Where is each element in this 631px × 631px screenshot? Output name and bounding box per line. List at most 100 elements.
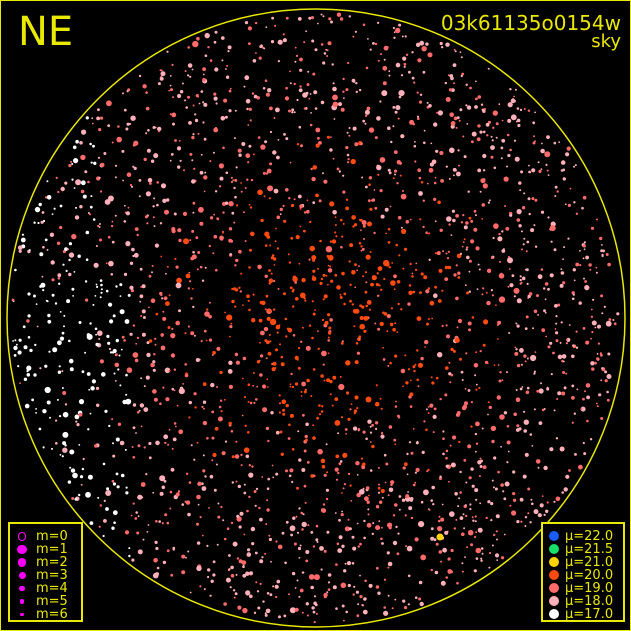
star-point xyxy=(501,119,504,122)
star-point xyxy=(410,451,414,455)
star-point xyxy=(396,552,400,556)
star-point xyxy=(412,483,416,487)
star-point xyxy=(523,192,526,195)
star-point xyxy=(606,374,612,379)
star-point xyxy=(289,385,292,388)
star-point xyxy=(379,397,382,400)
star-point xyxy=(387,522,393,528)
star-point xyxy=(427,318,430,320)
star-point xyxy=(369,48,372,51)
star-point xyxy=(507,102,513,108)
star-point xyxy=(325,274,328,277)
star-point xyxy=(431,381,435,385)
star-point xyxy=(301,326,304,329)
star-point xyxy=(457,149,460,152)
star-point xyxy=(248,42,251,45)
star-point xyxy=(428,508,431,511)
star-point xyxy=(315,538,319,542)
star-point xyxy=(119,283,123,287)
star-point xyxy=(258,318,263,323)
star-point xyxy=(116,485,120,489)
star-point xyxy=(223,98,228,103)
star-point xyxy=(242,356,247,361)
star-point xyxy=(487,120,491,124)
star-point xyxy=(49,232,55,237)
star-point xyxy=(209,59,213,62)
star-point xyxy=(363,316,369,321)
star-point xyxy=(220,116,226,121)
star-point xyxy=(515,397,521,403)
star-point xyxy=(219,235,224,241)
star-point xyxy=(330,20,333,24)
star-point xyxy=(187,74,190,77)
star-point xyxy=(329,379,333,384)
star-point xyxy=(384,481,387,484)
star-point xyxy=(501,249,506,253)
star-point xyxy=(249,119,252,122)
star-point xyxy=(496,395,501,400)
star-point xyxy=(482,169,486,172)
star-point xyxy=(339,296,343,299)
star-point xyxy=(445,366,449,370)
star-point xyxy=(291,108,295,112)
star-point xyxy=(544,298,547,301)
star-point xyxy=(64,444,67,447)
star-point xyxy=(445,456,448,460)
star-point xyxy=(46,180,49,183)
star-point xyxy=(440,46,444,49)
star-point xyxy=(355,342,359,345)
star-point xyxy=(282,412,286,416)
star-point xyxy=(377,466,380,469)
star-point xyxy=(125,241,131,247)
star-point xyxy=(295,515,298,518)
star-point xyxy=(329,148,333,152)
star-point xyxy=(128,547,131,550)
sky-brightness-legend: μ=22.0 μ=21.5 μ=21.0 μ=20.0 μ=19.0 μ=18.0 μ=17… xyxy=(541,522,625,622)
star-point xyxy=(332,101,339,108)
star-point xyxy=(506,461,509,464)
star-point xyxy=(447,74,450,77)
star-point xyxy=(549,225,556,232)
mode-label: sky xyxy=(591,31,621,52)
star-point xyxy=(330,136,332,139)
star-point xyxy=(170,573,174,577)
star-point xyxy=(167,326,171,329)
star-point xyxy=(488,199,491,202)
star-point xyxy=(141,309,146,314)
star-point xyxy=(387,494,390,497)
star-point xyxy=(266,378,269,381)
star-point xyxy=(400,134,405,139)
star-point xyxy=(342,222,345,225)
star-point xyxy=(140,425,143,428)
star-point xyxy=(235,360,240,365)
star-point xyxy=(349,408,352,411)
star-point xyxy=(493,166,497,170)
star-point xyxy=(223,602,227,606)
star-point xyxy=(135,511,138,514)
star-point xyxy=(74,497,78,501)
star-point xyxy=(368,183,371,186)
star-point xyxy=(406,452,409,456)
star-point xyxy=(428,104,432,108)
brightness-swatch-icon xyxy=(549,570,559,580)
star-point xyxy=(141,284,146,289)
star-point xyxy=(145,473,148,476)
star-point xyxy=(283,614,287,618)
star-point xyxy=(126,122,130,126)
star-point xyxy=(466,246,469,249)
star-point xyxy=(31,398,34,402)
star-point xyxy=(582,327,586,330)
star-point xyxy=(201,279,205,282)
star-point xyxy=(162,560,167,565)
star-point xyxy=(571,297,575,301)
star-point xyxy=(251,542,255,546)
star-point xyxy=(340,245,343,249)
star-point xyxy=(475,246,480,251)
star-point xyxy=(360,249,363,252)
star-point xyxy=(245,454,250,459)
star-point xyxy=(527,109,531,112)
star-point xyxy=(530,498,533,501)
star-point xyxy=(502,490,505,493)
star-point xyxy=(86,372,91,376)
star-point xyxy=(191,229,195,233)
